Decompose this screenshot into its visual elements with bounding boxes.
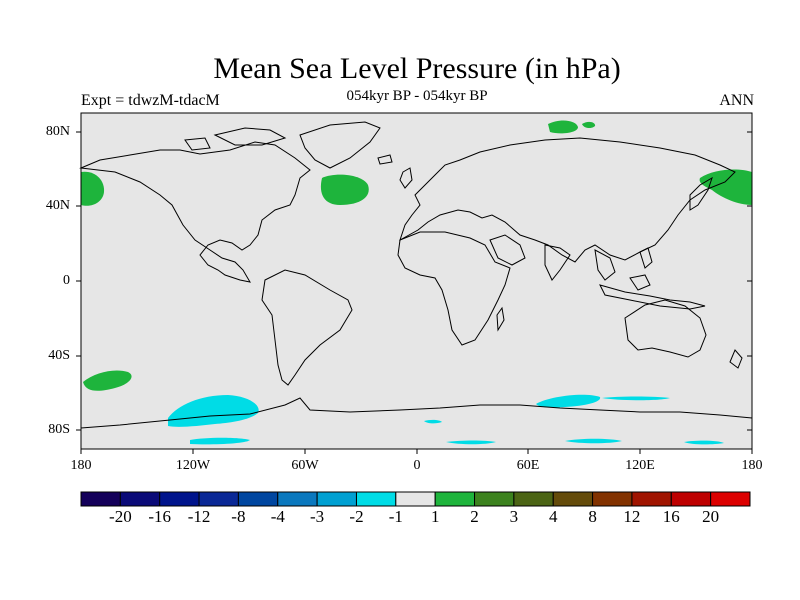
colorbar-label: 16 <box>662 507 680 526</box>
longitude-tick-marks <box>80 449 753 454</box>
colorbar-label: -2 <box>349 507 364 526</box>
eurasia-coast <box>399 137 736 263</box>
colorbar-swatch <box>395 491 436 507</box>
australia-coast <box>624 299 707 358</box>
positive-anomaly-patch <box>320 174 369 205</box>
negative-anomaly-patch <box>190 437 250 445</box>
south-america-coast <box>261 269 353 386</box>
negative-anomaly-patch <box>684 440 724 445</box>
borneo-coast <box>629 274 651 291</box>
colorbar-label: -1 <box>388 507 403 526</box>
experiment-label: Expt = tdwzM-tdacM <box>81 92 220 109</box>
colorbar-swatch <box>277 491 318 507</box>
colorbar-swatch <box>119 491 161 507</box>
colorbar-swatch <box>710 491 751 507</box>
colorbar-label: 20 <box>702 507 720 526</box>
latitude-tick-label: 80S <box>48 422 70 437</box>
southeast-asia-coast <box>594 249 616 281</box>
positive-anomaly-patch <box>582 121 596 129</box>
coastlines <box>79 121 753 429</box>
iceland-coast <box>377 154 393 165</box>
colorbar-label: -12 <box>187 507 211 526</box>
longitude-tick-label: 0 <box>413 458 421 473</box>
colorbar <box>80 491 751 507</box>
positive-anomaly-patch <box>548 120 578 134</box>
colorbar-swatch <box>631 491 672 507</box>
japan-coast <box>689 176 713 211</box>
negative-anomaly-patch <box>565 438 622 444</box>
latitude-tick-label: 0 <box>63 273 70 288</box>
north-america-coast <box>79 141 311 283</box>
positive-anomaly-patch <box>81 171 105 206</box>
longitude-tick-label: 120W <box>175 458 211 473</box>
longitude-tick-label: 60W <box>291 458 319 473</box>
latitude-tick-label: 40N <box>45 198 70 213</box>
anomaly-patches <box>81 120 752 445</box>
colorbar-label: 4 <box>548 507 558 526</box>
colorbar-swatch <box>159 491 200 507</box>
africa-coast <box>397 231 511 346</box>
philippines-coast <box>639 247 653 269</box>
madagascar-coast <box>496 306 505 332</box>
negative-anomaly-patch <box>602 396 670 401</box>
britain-coast <box>399 167 413 189</box>
new-zealand-coast <box>729 349 743 369</box>
colorbar-swatch <box>552 491 594 507</box>
map-background <box>81 113 752 449</box>
arctic-islands-coast <box>213 127 287 146</box>
colorbar-label: -4 <box>270 507 285 526</box>
colorbar-label: -16 <box>148 507 172 526</box>
colorbar-label: 8 <box>588 507 597 526</box>
colorbar-label: 12 <box>623 507 641 526</box>
colorbar-swatch <box>513 491 554 507</box>
arabia-coast <box>489 234 526 266</box>
antarctica-coast <box>80 397 753 429</box>
colorbar-swatch <box>316 491 357 507</box>
greenland-coast <box>299 121 381 169</box>
negative-anomaly-patch <box>536 394 601 408</box>
latitude-tick-label: 80N <box>45 124 70 139</box>
colorbar-label: 2 <box>470 507 479 526</box>
colorbar-swatch <box>670 491 712 507</box>
colorbar-label: -3 <box>310 507 325 526</box>
colorbar-swatch <box>434 491 476 507</box>
colorbar-label: -8 <box>231 507 246 526</box>
colorbar-swatch <box>198 491 239 507</box>
colorbar-swatch <box>474 491 515 507</box>
longitude-tick-label: 180 <box>741 458 763 473</box>
longitude-tick-label: 180 <box>70 458 92 473</box>
map-subtitle: 054kyr BP - 054kyr BP <box>346 88 488 104</box>
positive-anomaly-patch <box>83 370 132 391</box>
negative-anomaly-patch <box>446 440 496 445</box>
negative-anomaly-patch <box>168 395 259 427</box>
map-title: Mean Sea Level Pressure (in hPa) <box>213 52 621 85</box>
season-label: ANN <box>719 92 754 109</box>
colorbar-swatch <box>355 491 397 507</box>
colorbar-swatch <box>80 491 121 507</box>
longitude-tick-label: 120E <box>625 458 655 473</box>
negative-anomaly-patch <box>424 419 442 424</box>
colorbar-swatch <box>237 491 279 507</box>
longitude-tick-label: 60E <box>516 458 540 473</box>
colorbar-label: -20 <box>109 507 132 526</box>
latitude-tick-marks <box>76 131 752 431</box>
arctic-islands-coast <box>184 137 211 151</box>
colorbar-swatch <box>592 491 633 507</box>
positive-anomaly-patch <box>699 169 752 205</box>
colorbar-label: 1 <box>430 507 440 526</box>
latitude-tick-label: 40S <box>48 348 70 363</box>
indonesia-coast <box>599 284 706 310</box>
india-coast <box>544 244 571 281</box>
colorbar-label: 3 <box>509 507 519 526</box>
